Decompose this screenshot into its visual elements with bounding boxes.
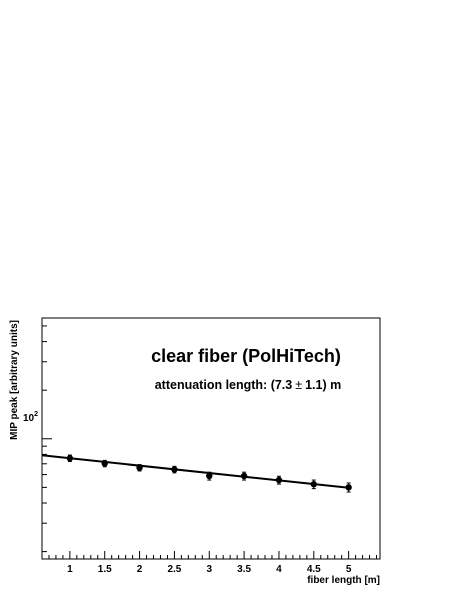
x-tick-label: 2.5 (167, 564, 181, 575)
subtitle-suffix: 1.1) m (305, 378, 341, 392)
y-tick-base: 10 (23, 413, 35, 424)
data-points (66, 454, 352, 493)
subtitle-prefix: attenuation length: (7.3 (155, 378, 293, 392)
data-point (206, 472, 213, 480)
x-tick-label: 4.5 (307, 564, 321, 575)
data-point (310, 481, 317, 488)
fit-line (41, 454, 349, 489)
x-tick-labels: 1 1.5 2 2.5 3 3.5 4 4.5 5 (67, 564, 352, 575)
x-tick-label: 2 (137, 564, 143, 575)
x-axis-label: fiber length [m] (307, 575, 380, 586)
x-tick-label: 5 (346, 564, 352, 575)
x-tick-label: 1.5 (98, 564, 112, 575)
data-point (101, 460, 108, 467)
data-point (136, 464, 143, 471)
x-tick-label: 1 (67, 564, 73, 575)
axis-ticks (41, 325, 378, 559)
data-point (240, 472, 248, 480)
data-point (171, 466, 178, 473)
chart-subtitle: attenuation length: (7.3 ±1.1) m (155, 378, 342, 392)
data-point (345, 484, 352, 491)
y-tick-label-100: 102 (23, 411, 38, 424)
x-tick-label: 3.5 (237, 564, 251, 575)
chart-title: clear fiber (PolHiTech) (151, 346, 341, 366)
x-tick-label: 4 (276, 564, 282, 575)
subtitle-pm: ± (295, 378, 302, 392)
y-axis-label: MIP peak [arbitrary units] (9, 320, 20, 440)
data-point (275, 476, 283, 484)
x-tick-label: 3 (206, 564, 212, 575)
y-tick-exponent: 2 (34, 411, 38, 418)
data-point (66, 455, 74, 462)
